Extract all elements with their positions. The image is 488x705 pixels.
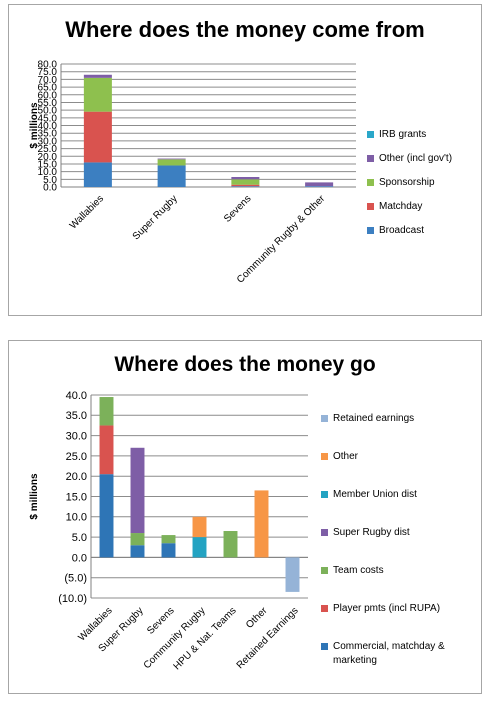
y-tick-label: 80.0 [38, 60, 58, 71]
legend-label-sponsorship: Sponsorship [379, 177, 435, 188]
bar-other [192, 516, 207, 538]
legend-swatch-sponsorship [367, 179, 374, 186]
legend-label-commercial-matchday-marketing: Commercial, matchday & marketing [333, 641, 445, 666]
legend-swatch-matchday [367, 203, 374, 210]
y-axis-label: $ millions [29, 102, 40, 149]
bar-commercial-matchday-marketing [161, 543, 176, 558]
bar-other [254, 490, 269, 558]
legend-swatch-other [321, 453, 328, 460]
bar-team-costs [161, 535, 176, 544]
y-tick-label: 25.0 [38, 144, 58, 155]
y-tick-label: 20.0 [38, 152, 58, 163]
y-tick-label: 75.0 [38, 67, 58, 78]
y-tick-label: (10.0) [58, 593, 87, 605]
x-category-label: Retained Earnings [235, 605, 301, 671]
bar-matchday [231, 184, 260, 187]
legend-swatch-player-pmts-incl-rupa [321, 605, 328, 612]
income-chart-svg: 0.05.010.015.020.025.030.035.040.045.050… [29, 60, 452, 286]
spending-chart-panel: Where does the money go (10.0) (5.0) 0.0 5.… [8, 340, 482, 694]
y-tick-label: 0.0 [72, 552, 87, 564]
bar-sponsorship [231, 179, 260, 185]
legend-swatch-broadcast [367, 227, 374, 234]
y-axis-label: $ millions [29, 473, 40, 520]
legend-label-broadcast: Broadcast [379, 225, 424, 236]
y-tick-label: 5.0 [72, 532, 87, 544]
legend-swatch-super-rugby-dist [321, 529, 328, 536]
y-tick-label: 50.0 [38, 106, 58, 117]
y-tick-label: 65.0 [38, 83, 58, 94]
y-tick-label: 0.0 [43, 183, 57, 194]
y-tick-label: 60.0 [38, 90, 58, 101]
legend-swatch-other-incl-gov-t [367, 155, 374, 162]
legend-swatch-member-union-dist [321, 491, 328, 498]
y-tick-label: 15.0 [66, 491, 87, 503]
y-tick-label: 70.0 [38, 75, 58, 86]
legend-label-retained-earnings: Retained earnings [333, 413, 414, 424]
legend-swatch-commercial-matchday-marketing [321, 643, 328, 650]
legend-swatch-irb-grants [367, 131, 374, 138]
y-tick-label: 10.0 [66, 512, 87, 524]
y-tick-label: (5.0) [64, 573, 87, 585]
bar-broadcast [231, 186, 260, 187]
legend-label-matchday: Matchday [379, 201, 422, 212]
legend-swatch-retained-earnings [321, 415, 328, 422]
y-tick-label: 20.0 [66, 471, 87, 483]
x-category-label: Other [244, 605, 270, 631]
y-tick-label: 30.0 [38, 136, 58, 147]
legend-label-other: Other [333, 451, 359, 462]
legend-label-super-rugby-dist: Super Rugby dist [333, 527, 410, 538]
legend-label-irb-grants: IRB grants [379, 129, 426, 140]
bar-retained-earnings [285, 557, 300, 592]
y-tick-label: 30.0 [66, 430, 87, 442]
y-tick-label: 40.0 [38, 121, 58, 132]
y-tick-label: 55.0 [38, 98, 58, 109]
bar-team-costs [99, 397, 114, 426]
bar-player-pmts-incl-rupa [99, 425, 114, 475]
y-tick-label: 15.0 [38, 159, 58, 170]
legend-swatch-team-costs [321, 567, 328, 574]
y-tick-label: 45.0 [38, 113, 58, 124]
bar-commercial-matchday-marketing [130, 545, 145, 558]
bar-other-incl-gov-t [83, 74, 112, 78]
x-category-label: Wallabies [68, 193, 106, 231]
bar-member-union-dist [192, 537, 207, 558]
bar-broadcast [305, 186, 334, 187]
bar-matchday [83, 111, 112, 163]
bar-commercial-matchday-marketing [99, 474, 114, 558]
income-chart-title: Where does the money come from [65, 17, 425, 42]
bar-team-costs [223, 531, 238, 558]
spending-chart-title: Where does the money go [114, 353, 376, 376]
x-category-label: Community Rugby & Other [235, 193, 328, 286]
bar-broadcast [83, 162, 112, 187]
bar-sponsorship [83, 77, 112, 112]
bar-broadcast [157, 165, 186, 187]
y-tick-label: 40.0 [66, 390, 87, 402]
legend-label-team-costs: Team costs [333, 565, 384, 576]
spending-chart-svg: (10.0) (5.0) 0.0 5.0 10.0 15.0 20.0 25.0 30.0 35.… [29, 390, 445, 672]
income-chart-panel: Where does the money come from 0.0 5.0 10.… [8, 4, 482, 316]
bar-sponsorship [157, 159, 186, 166]
x-category-label: Sevens [222, 193, 253, 224]
y-tick-label: 25.0 [66, 451, 87, 463]
y-tick-label: 35.0 [38, 129, 58, 140]
bar-super-rugby-dist [130, 447, 145, 534]
legend-label-player-pmts-incl-rupa: Player pmts (incl RUPA) [333, 603, 440, 614]
bar-other-incl-gov-t [231, 177, 260, 180]
legend-label-other-incl-gov-t: Other (incl gov't) [379, 153, 452, 164]
y-tick-label: 10.0 [38, 167, 58, 178]
bar-team-costs [130, 533, 145, 546]
y-tick-label: 5.0 [43, 175, 57, 186]
bar-other-incl-gov-t [157, 158, 186, 160]
y-tick-label: 35.0 [66, 410, 87, 422]
legend-label-member-union-dist: Member Union dist [333, 489, 417, 500]
x-category-label: Super Rugby [131, 193, 180, 242]
bar-other-incl-gov-t [305, 182, 334, 187]
